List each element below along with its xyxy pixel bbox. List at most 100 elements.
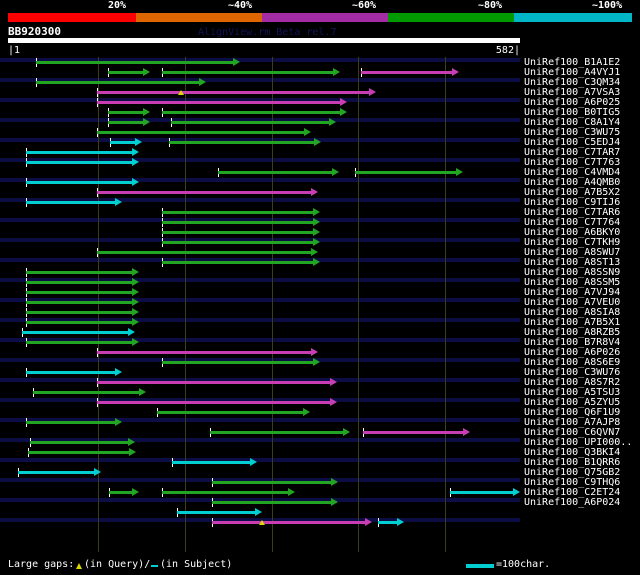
alignment-row[interactable] <box>0 247 640 257</box>
alignment-row[interactable] <box>0 197 640 207</box>
hsp-bar-green[interactable] <box>28 451 129 454</box>
hsp-bar-magenta[interactable] <box>212 521 365 524</box>
hit-label[interactable]: UniRef100_A7VJ94 <box>524 287 621 298</box>
hsp-bar-cyan[interactable] <box>26 201 115 204</box>
alignment-row[interactable] <box>0 137 640 147</box>
hit-label[interactable]: UniRef100_A6P025 <box>524 97 621 108</box>
hit-label[interactable]: UniRef100_A7AJP8 <box>524 417 621 428</box>
alignment-row[interactable] <box>0 177 640 187</box>
alignment-row[interactable] <box>0 277 640 287</box>
hsp-bar-green[interactable] <box>218 171 332 174</box>
alignment-row[interactable] <box>0 387 640 397</box>
hit-label[interactable]: UniRef100_A8ST13 <box>524 257 621 268</box>
hsp-bar-cyan[interactable] <box>172 461 250 464</box>
hit-label[interactable]: UniRef100_C4VMD4 <box>524 167 621 178</box>
hit-label[interactable]: UniRef100_A8SWU7 <box>524 247 621 258</box>
hsp-bar-green[interactable] <box>162 261 313 264</box>
hsp-bar-green[interactable] <box>26 311 132 314</box>
hsp-bar-magenta[interactable] <box>363 431 463 434</box>
hsp-bar-cyan[interactable] <box>22 331 128 334</box>
hit-label[interactable]: UniRef100_B1A1E2 <box>524 57 621 68</box>
hsp-bar-green[interactable] <box>162 211 313 214</box>
hsp-bar-cyan[interactable] <box>26 371 115 374</box>
hit-label[interactable]: UniRef100_A6P026 <box>524 347 621 358</box>
hit-label[interactable]: UniRef100_C7T764 <box>524 217 621 228</box>
hsp-bar-green[interactable] <box>162 111 340 114</box>
hsp-bar-green[interactable] <box>162 231 313 234</box>
hit-label[interactable]: UniRef100_A5ZYU5 <box>524 397 621 408</box>
hsp-bar-green[interactable] <box>26 321 132 324</box>
hit-label[interactable]: UniRef100_C3WU75 <box>524 127 621 138</box>
hit-label[interactable]: UniRef100_C2ET24 <box>524 487 621 498</box>
alignment-row[interactable] <box>0 447 640 457</box>
hit-label[interactable]: UniRef100_A7VSA3 <box>524 87 621 98</box>
hsp-bar-cyan[interactable] <box>18 471 94 474</box>
alignment-row[interactable] <box>0 217 640 227</box>
hit-label[interactable]: UniRef100_A8S7R2 <box>524 377 621 388</box>
hsp-bar-green[interactable] <box>36 61 233 64</box>
alignment-row[interactable] <box>0 397 640 407</box>
alignment-row[interactable] <box>0 497 640 507</box>
hsp-bar-cyan[interactable] <box>177 511 255 514</box>
alignment-row[interactable] <box>0 367 640 377</box>
hsp-bar-green[interactable] <box>26 421 115 424</box>
hsp-bar-green[interactable] <box>171 121 329 124</box>
hit-label[interactable]: UniRef100_A7B5X2 <box>524 187 621 198</box>
hsp-bar-green[interactable] <box>97 251 311 254</box>
alignment-row[interactable] <box>0 507 640 517</box>
hsp-bar-green[interactable] <box>157 411 303 414</box>
alignment-row[interactable] <box>0 347 640 357</box>
alignment-row[interactable] <box>0 267 640 277</box>
hit-label[interactable]: UniRef100_A8RZB5 <box>524 327 621 338</box>
hsp-bar-cyan[interactable] <box>26 181 132 184</box>
alignment-row[interactable] <box>0 427 640 437</box>
hsp-bar-green[interactable] <box>33 391 139 394</box>
alignment-row[interactable] <box>0 147 640 157</box>
hit-label[interactable]: UniRef100_A8S6E9 <box>524 357 621 368</box>
hit-label[interactable]: UniRef100_B1QRR6 <box>524 457 621 468</box>
hsp-bar-cyan[interactable] <box>110 141 135 144</box>
hit-label[interactable]: UniRef100_C3WU76 <box>524 367 621 378</box>
alignment-row[interactable] <box>0 477 640 487</box>
hit-label[interactable]: UniRef100_C9TIJ6 <box>524 197 621 208</box>
hsp-bar-green[interactable] <box>97 131 304 134</box>
hsp-bar-green[interactable] <box>26 271 132 274</box>
hsp-bar-green[interactable] <box>162 221 313 224</box>
hit-label[interactable]: UniRef100_A6BKY0 <box>524 227 621 238</box>
hit-label[interactable]: UniRef100_C7TKH9 <box>524 237 621 248</box>
alignment-row[interactable] <box>0 407 640 417</box>
alignment-row[interactable] <box>0 257 640 267</box>
alignment-row[interactable] <box>0 287 640 297</box>
hsp-bar-green[interactable] <box>26 341 132 344</box>
hsp-bar-green[interactable] <box>26 301 132 304</box>
hsp-bar-green[interactable] <box>26 291 132 294</box>
hit-label[interactable]: UniRef100_Q75GB2 <box>524 467 621 478</box>
hsp-bar-green[interactable] <box>108 121 143 124</box>
alignment-row[interactable] <box>0 307 640 317</box>
hit-label[interactable]: UniRef100_C7T763 <box>524 157 621 168</box>
hsp-bar-green[interactable] <box>355 171 456 174</box>
hit-label[interactable]: UniRef100_A8SSM5 <box>524 277 621 288</box>
alignment-row[interactable] <box>0 357 640 367</box>
alignment-row[interactable] <box>0 337 640 347</box>
hit-label[interactable]: UniRef100_A8SSN9 <box>524 267 621 278</box>
hsp-bar-magenta[interactable] <box>97 381 330 384</box>
hsp-bar-green[interactable] <box>162 361 313 364</box>
hsp-bar-green[interactable] <box>26 281 132 284</box>
hsp-bar-magenta[interactable] <box>97 351 311 354</box>
hsp-bar-green[interactable] <box>162 71 333 74</box>
alignment-row[interactable] <box>0 67 640 77</box>
hsp-bar-green[interactable] <box>212 481 331 484</box>
hit-label[interactable]: UniRef100_A6P024 <box>524 497 621 508</box>
hsp-bar-cyan[interactable] <box>26 151 132 154</box>
alignment-row[interactable] <box>0 227 640 237</box>
hsp-bar-green[interactable] <box>109 491 132 494</box>
alignment-row[interactable] <box>0 517 640 527</box>
hsp-bar-green[interactable] <box>210 431 343 434</box>
alignment-row[interactable] <box>0 237 640 247</box>
alignment-row[interactable] <box>0 317 640 327</box>
alignment-row[interactable] <box>0 327 640 337</box>
alignment-row[interactable] <box>0 297 640 307</box>
alignment-row[interactable] <box>0 487 640 497</box>
hsp-bar-magenta[interactable] <box>361 71 452 74</box>
